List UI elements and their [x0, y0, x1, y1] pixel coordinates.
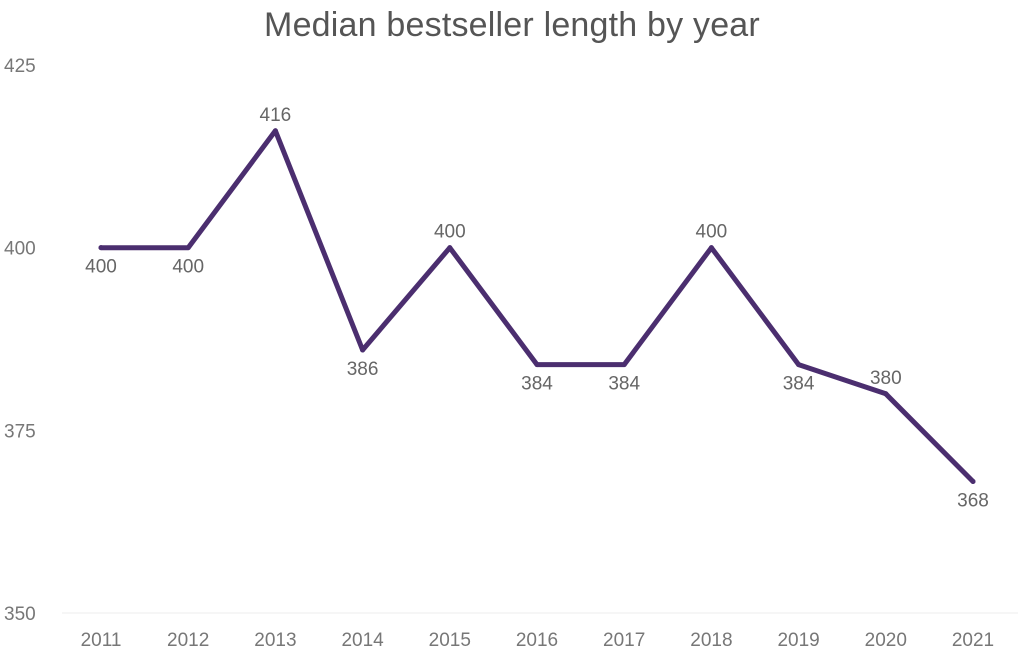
data-label: 416: [260, 105, 292, 126]
y-tick-label: 425: [4, 56, 36, 77]
x-tick-label: 2012: [167, 630, 209, 651]
data-label: 380: [870, 368, 902, 389]
data-point: [621, 362, 627, 368]
data-label: 384: [783, 374, 815, 395]
x-tick-label: 2018: [690, 630, 732, 651]
x-axis-ticks: 2011 2012 2013 2014 2015 2016 2017 2018 2019 2020…: [81, 630, 995, 651]
data-point: [98, 245, 104, 251]
y-tick-label: 400: [4, 239, 36, 260]
data-label: 386: [347, 359, 379, 380]
data-label: 384: [608, 374, 640, 395]
data-label: 400: [434, 222, 466, 243]
x-tick-label: 2014: [341, 630, 384, 651]
data-point: [272, 128, 278, 134]
data-label: 384: [521, 374, 553, 395]
data-label: 400: [85, 257, 117, 278]
x-tick-label: 2021: [952, 630, 994, 651]
data-labels: 400 400 416 386 400 384 384 400 384 380 368: [85, 105, 989, 512]
data-point: [534, 362, 540, 368]
y-tick-label: 350: [4, 604, 36, 625]
data-label: 400: [172, 257, 204, 278]
series-line: [98, 128, 976, 484]
y-tick-label: 375: [4, 421, 36, 442]
data-point: [447, 245, 453, 251]
chart-title: Median bestseller length by year: [264, 6, 760, 44]
x-tick-label: 2019: [777, 630, 819, 651]
data-point: [708, 245, 714, 251]
x-tick-label: 2017: [603, 630, 645, 651]
x-tick-label: 2016: [516, 630, 558, 651]
data-label: 368: [957, 490, 989, 511]
x-tick-label: 2011: [81, 630, 122, 651]
data-label: 400: [696, 222, 728, 243]
data-point: [185, 245, 191, 251]
data-point: [360, 347, 366, 353]
x-tick-label: 2015: [429, 630, 471, 651]
y-axis-ticks: 350 375 400 425: [4, 56, 36, 625]
data-point: [883, 391, 889, 397]
x-tick-label: 2020: [865, 630, 907, 651]
data-point: [970, 478, 976, 484]
x-tick-label: 2013: [254, 630, 296, 651]
data-point: [796, 362, 802, 368]
series-layer: [98, 128, 976, 484]
